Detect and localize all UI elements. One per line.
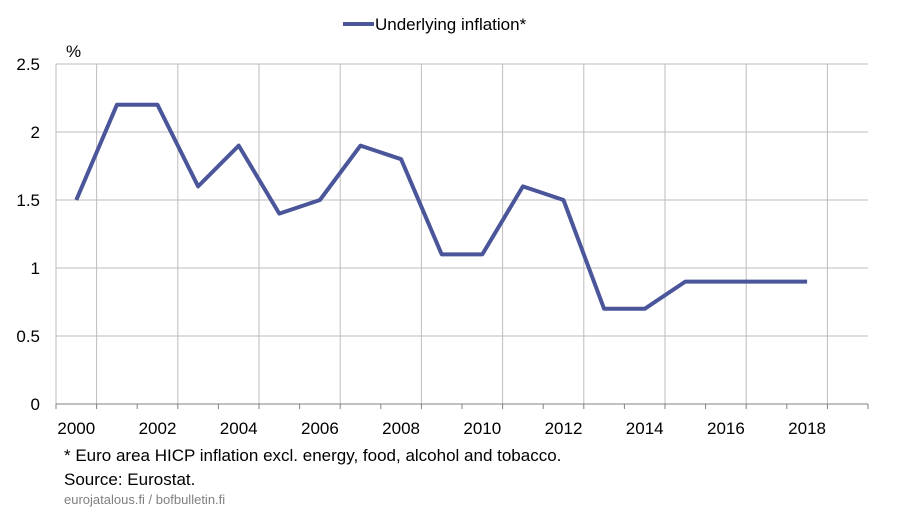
series-line xyxy=(74,102,808,311)
x-tick-label: 2014 xyxy=(626,419,664,438)
x-tick-label: 2008 xyxy=(382,419,420,438)
x-tick-label: 2000 xyxy=(57,419,95,438)
source-note: Source: Eurostat. xyxy=(64,470,196,489)
footnote: * Euro area HICP inflation excl. energy,… xyxy=(64,446,562,465)
x-tick-label: 2004 xyxy=(220,419,258,438)
legend: Underlying inflation* xyxy=(343,15,527,34)
y-tick-label: 2.5 xyxy=(16,55,40,74)
y-tick-label: 2 xyxy=(31,123,40,142)
y-axis-unit-label: % xyxy=(66,42,81,61)
y-tick-label: 0 xyxy=(31,395,40,414)
x-tick-label: 2006 xyxy=(301,419,339,438)
y-tick-label: 1 xyxy=(31,259,40,278)
x-tick-label: 2002 xyxy=(139,419,177,438)
legend-label: Underlying inflation* xyxy=(375,15,527,34)
axes xyxy=(55,403,869,409)
y-tick-label: 0.5 xyxy=(16,327,40,346)
credit: eurojаtalous.fi / bofbulletin.fi xyxy=(64,492,226,507)
tick-labels: 0 0.5 1 1.5 2 2.5 2000 2002 2004 2006 2008 2010 2012… xyxy=(16,55,826,438)
y-tick-label: 1.5 xyxy=(16,191,40,210)
grid xyxy=(55,63,868,404)
x-tick-label: 2018 xyxy=(788,419,826,438)
series-layer xyxy=(74,102,808,311)
x-tick-label: 2012 xyxy=(545,419,583,438)
x-tick-label: 2010 xyxy=(463,419,501,438)
x-tick-label: 2016 xyxy=(707,419,745,438)
